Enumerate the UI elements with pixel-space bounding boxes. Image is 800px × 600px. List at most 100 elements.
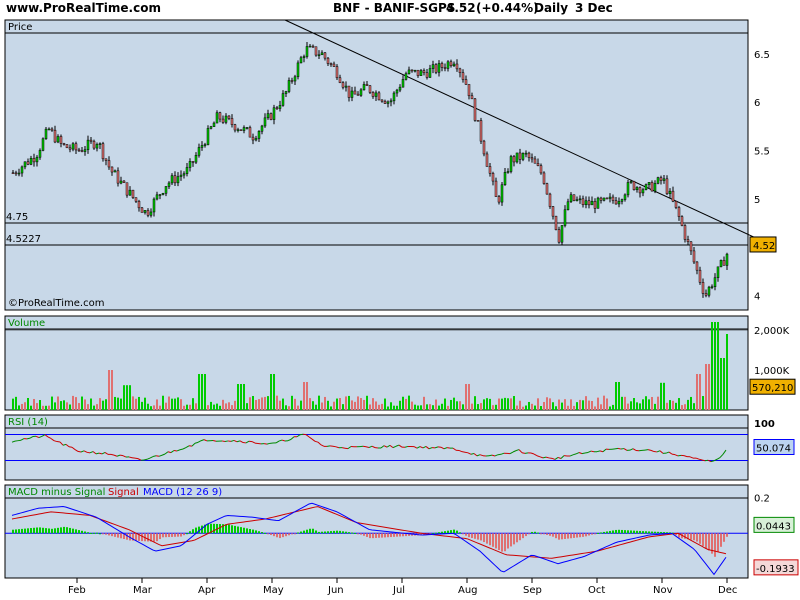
candle-body bbox=[389, 100, 393, 103]
macd-hist-bar bbox=[546, 533, 548, 535]
rsi-line-segment bbox=[599, 450, 604, 453]
macd-hist-bar bbox=[363, 533, 365, 536]
macd-hist-bar bbox=[339, 530, 341, 534]
volume-bar bbox=[36, 403, 38, 410]
macd-hist-bar bbox=[18, 529, 20, 534]
rsi-line-segment bbox=[419, 446, 424, 449]
x-tick-label: Oct bbox=[588, 585, 605, 596]
volume-bar bbox=[540, 406, 542, 410]
candle-body bbox=[95, 144, 99, 149]
rsi-line-segment bbox=[221, 440, 226, 442]
rsi-line-segment bbox=[332, 445, 337, 448]
volume-bar bbox=[420, 405, 422, 410]
macd-hist-bar bbox=[648, 531, 650, 534]
macd-hist-bar bbox=[717, 533, 719, 552]
volume-bar bbox=[102, 400, 104, 410]
rsi-line-segment bbox=[236, 440, 241, 443]
macd-hist-bar bbox=[468, 533, 470, 538]
volume-bar bbox=[564, 399, 566, 410]
macd-hist-bar bbox=[372, 533, 374, 539]
candle-body bbox=[470, 95, 474, 100]
volume-bar bbox=[720, 358, 722, 410]
rsi-line-segment bbox=[74, 449, 79, 452]
volume-bar bbox=[591, 401, 593, 410]
macd-hist-bar bbox=[513, 533, 515, 545]
rsi-line-segment bbox=[551, 457, 556, 460]
candle-body bbox=[437, 63, 441, 73]
candle-body bbox=[167, 182, 171, 187]
candle-body bbox=[221, 118, 225, 123]
macd-hist-bar bbox=[126, 533, 128, 540]
macd-hist-bar bbox=[282, 533, 284, 538]
macd-hist-bar bbox=[30, 528, 32, 534]
candle-body bbox=[281, 93, 285, 106]
volume-bar bbox=[447, 405, 449, 410]
rsi-line-segment bbox=[623, 448, 628, 451]
candle-body bbox=[218, 112, 222, 120]
macd-hist-bar bbox=[72, 528, 74, 534]
symbol-label: BNF - BANIF-SGPS bbox=[333, 1, 456, 15]
rsi-line-segment bbox=[425, 446, 430, 450]
macd-hist-bar bbox=[123, 533, 125, 540]
rsi-line-segment bbox=[317, 441, 322, 446]
volume-bar bbox=[237, 384, 239, 410]
candle-body bbox=[143, 210, 147, 213]
candle-body bbox=[407, 69, 411, 74]
volume-bar bbox=[429, 404, 431, 410]
candle-body bbox=[461, 72, 465, 80]
volume-bar bbox=[414, 404, 416, 410]
volume-bar bbox=[288, 406, 290, 410]
rsi-line-segment bbox=[305, 434, 310, 438]
volume-bar bbox=[519, 400, 521, 410]
macd-hist-bar bbox=[600, 532, 602, 534]
volume-bar bbox=[633, 398, 635, 410]
volume-bar bbox=[261, 397, 263, 410]
volume-bar bbox=[180, 399, 182, 410]
macd-hist-bar bbox=[36, 527, 38, 534]
rsi-line-segment bbox=[59, 441, 64, 446]
rsi-line-segment bbox=[428, 447, 433, 450]
volume-bar bbox=[195, 403, 197, 410]
macd-hist-bar bbox=[444, 531, 446, 534]
candle-body bbox=[128, 189, 132, 196]
candle-body bbox=[353, 90, 357, 95]
volume-bar bbox=[21, 403, 23, 410]
candle-body bbox=[596, 197, 600, 209]
rsi-line-segment bbox=[275, 440, 280, 444]
rsi-line-segment bbox=[509, 451, 514, 455]
macd-hist-bar bbox=[585, 533, 587, 537]
x-tick-label: Apr bbox=[198, 585, 216, 596]
volume-bar bbox=[201, 374, 203, 410]
price-y-tick: 4 bbox=[754, 292, 760, 303]
macd-hist-bar bbox=[168, 533, 170, 538]
candle-body bbox=[191, 161, 195, 163]
candle-body bbox=[521, 153, 525, 160]
candle-body bbox=[545, 183, 549, 195]
macd-hist-bar bbox=[75, 529, 77, 534]
volume-bar bbox=[63, 400, 65, 410]
volume-bar bbox=[189, 404, 191, 410]
rsi-line-segment bbox=[176, 449, 181, 452]
candle-body bbox=[338, 77, 342, 83]
macd-hist-bar bbox=[375, 533, 377, 538]
date-label: 3 Dec bbox=[575, 1, 613, 15]
macd-hist-bar bbox=[591, 533, 593, 535]
macd-hist-bar bbox=[624, 530, 626, 534]
volume-bar bbox=[456, 401, 458, 410]
candle-body bbox=[530, 157, 534, 160]
rsi-line-segment bbox=[194, 441, 199, 444]
macd-hist-bar bbox=[561, 533, 563, 540]
volume-bar bbox=[357, 396, 359, 410]
candle-body bbox=[404, 73, 408, 80]
candle-body bbox=[359, 89, 363, 96]
volume-bar bbox=[39, 400, 41, 410]
rsi-line-segment bbox=[230, 439, 235, 442]
macd-hist-bar bbox=[678, 533, 680, 538]
volume-bar bbox=[198, 374, 200, 410]
candle-body bbox=[656, 177, 660, 184]
candle-body bbox=[275, 107, 279, 109]
macd-hist-bar bbox=[345, 531, 347, 534]
candle-body bbox=[662, 178, 666, 181]
macd-hist-bar bbox=[435, 532, 437, 534]
macd-hist-bar bbox=[300, 531, 302, 534]
